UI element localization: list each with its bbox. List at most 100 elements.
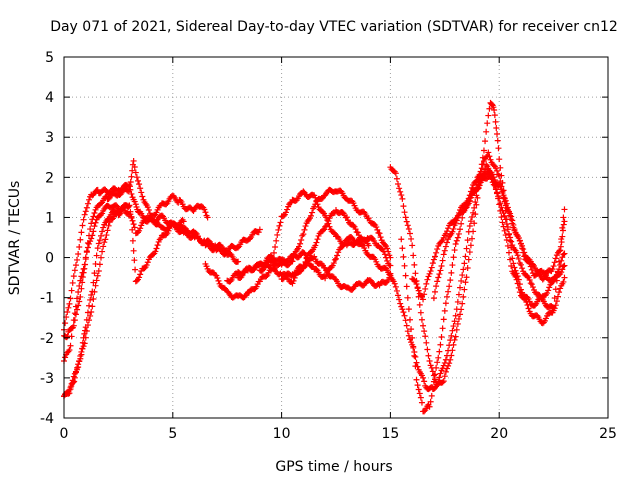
data-point — [492, 185, 499, 192]
data-point — [68, 380, 75, 387]
data-point — [139, 193, 146, 200]
data-point — [440, 362, 447, 369]
data-point — [478, 165, 485, 172]
data-point — [408, 326, 415, 333]
data-point — [150, 251, 157, 258]
data-point — [309, 209, 316, 216]
axis-ticks — [63, 56, 609, 419]
data-point — [81, 211, 88, 218]
data-point — [520, 246, 527, 253]
data-point — [398, 303, 405, 310]
data-point — [79, 279, 86, 286]
data-point — [82, 254, 89, 261]
data-point — [102, 236, 109, 243]
data-point — [513, 276, 520, 283]
data-point — [455, 291, 462, 298]
data-point — [561, 262, 568, 269]
data-point — [400, 203, 407, 210]
data-point — [76, 298, 83, 305]
data-point — [433, 283, 440, 290]
data-point — [430, 378, 437, 385]
data-point — [307, 212, 314, 219]
data-point — [435, 274, 442, 281]
x-tick-label: 15 — [381, 426, 399, 442]
data-point — [450, 254, 457, 261]
y-tick-label: 0 — [45, 251, 54, 267]
data-point — [504, 242, 511, 249]
data-point — [439, 379, 446, 386]
data-point — [498, 183, 505, 190]
data-point — [443, 228, 450, 235]
data-point — [97, 232, 104, 239]
data-point — [282, 209, 289, 216]
data-point — [136, 181, 143, 188]
data-point — [397, 188, 404, 195]
data-point — [67, 384, 74, 391]
data-point — [101, 239, 108, 246]
data-point — [498, 204, 505, 211]
data-point — [420, 322, 427, 329]
data-point — [401, 209, 408, 216]
data-point — [508, 238, 515, 245]
data-point — [486, 153, 493, 160]
data-point — [499, 207, 506, 214]
data-point — [423, 280, 430, 287]
data-point — [442, 368, 449, 375]
data-point — [455, 230, 462, 237]
data-point — [413, 376, 420, 383]
data-point — [418, 399, 425, 406]
data-point — [492, 118, 499, 125]
data-point — [449, 327, 456, 334]
data-point — [451, 318, 458, 325]
data-point — [435, 354, 442, 361]
data-point — [429, 386, 436, 393]
series-track-o — [430, 167, 568, 311]
data-point — [95, 240, 102, 247]
data-point — [138, 222, 145, 229]
data-point — [300, 231, 307, 238]
y-tick-labels: -4 -3 -2 -1 0 1 2 3 4 5 — [40, 50, 54, 427]
data-point — [95, 267, 102, 274]
data-point — [330, 260, 337, 267]
chart-title: Day 071 of 2021, Sidereal Day-to-day VTE… — [50, 19, 618, 35]
data-point — [550, 304, 557, 311]
data-point — [499, 219, 506, 226]
data-point — [519, 265, 526, 272]
data-point — [465, 198, 472, 205]
data-point — [397, 300, 404, 307]
data-point — [405, 306, 412, 313]
data-point — [100, 243, 107, 250]
data-point — [551, 295, 558, 302]
data-point — [79, 345, 86, 352]
data-point — [467, 242, 474, 249]
data-point — [521, 249, 528, 256]
data-point — [517, 261, 524, 268]
data-point — [78, 229, 85, 236]
data-point — [384, 245, 391, 252]
data-point — [515, 284, 522, 291]
data-point — [560, 221, 567, 228]
data-point — [67, 342, 74, 349]
data-point — [426, 270, 433, 277]
data-point — [71, 317, 78, 324]
data-point — [153, 245, 160, 252]
data-point — [561, 218, 568, 225]
data-point — [70, 273, 77, 280]
x-tick-label: 20 — [490, 426, 508, 442]
data-point — [314, 201, 321, 208]
x-tick-label: 5 — [168, 426, 177, 442]
data-point — [99, 248, 106, 255]
data-point — [453, 217, 460, 224]
data-point — [523, 298, 530, 305]
data-point — [83, 204, 90, 211]
series-track-k — [387, 99, 568, 388]
data-point — [132, 201, 139, 208]
data-point — [453, 326, 460, 333]
data-point — [408, 235, 415, 242]
data-point — [508, 216, 515, 223]
data-point — [447, 277, 454, 284]
data-point — [412, 270, 419, 277]
data-point — [464, 237, 471, 244]
data-point — [127, 211, 134, 218]
data-point — [472, 178, 479, 185]
